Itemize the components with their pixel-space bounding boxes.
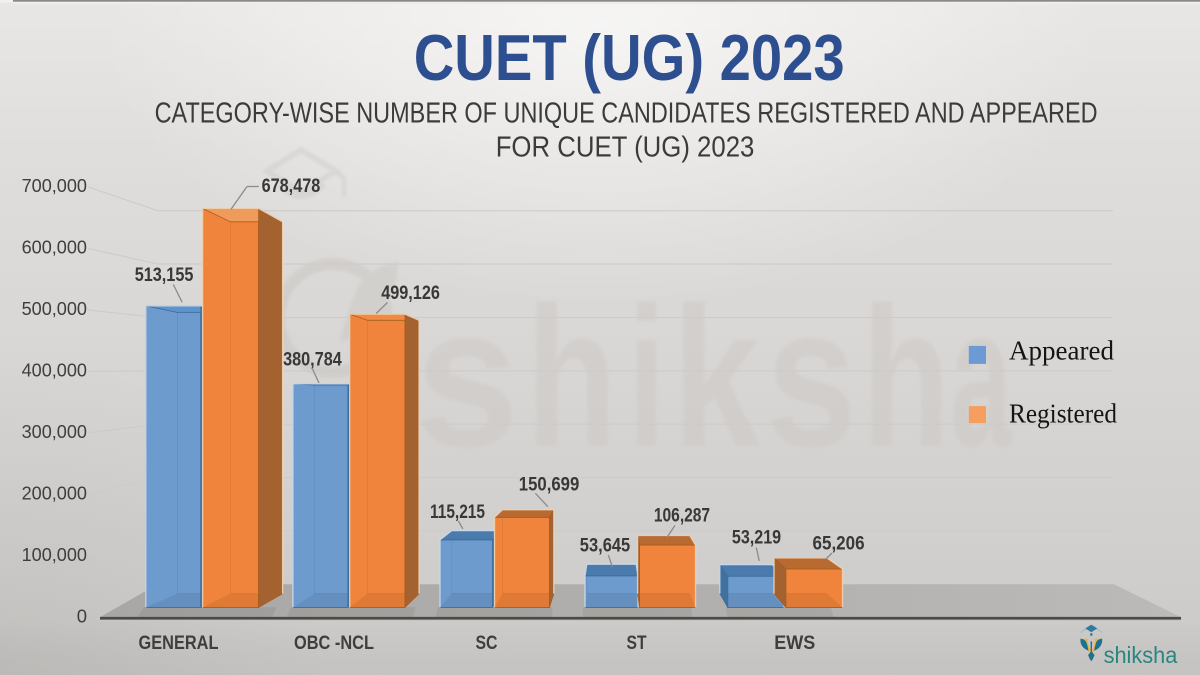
svg-text:CUET (UG) 2023: CUET (UG) 2023 bbox=[414, 21, 845, 94]
svg-text:100,000: 100,000 bbox=[22, 544, 87, 565]
svg-text:a: a bbox=[950, 266, 1013, 489]
svg-text:FOR CUET (UG) 2023: FOR CUET (UG) 2023 bbox=[496, 132, 755, 164]
svg-text:s: s bbox=[415, 266, 519, 489]
svg-text:300,000: 300,000 bbox=[22, 421, 87, 442]
svg-text:53,645: 53,645 bbox=[580, 535, 631, 557]
svg-text:600,000: 600,000 bbox=[22, 236, 87, 257]
svg-text:53,219: 53,219 bbox=[732, 527, 781, 549]
svg-text:678,478: 678,478 bbox=[262, 175, 321, 197]
svg-text:200,000: 200,000 bbox=[22, 482, 87, 503]
svg-text:k: k bbox=[672, 266, 761, 489]
svg-text:499,126: 499,126 bbox=[381, 282, 440, 304]
svg-text:h: h bbox=[862, 266, 950, 489]
svg-text:380,784: 380,784 bbox=[283, 349, 342, 371]
svg-text:SC: SC bbox=[476, 633, 498, 654]
svg-text:GENERAL: GENERAL bbox=[139, 633, 219, 654]
svg-text:EWS: EWS bbox=[774, 633, 815, 654]
svg-text:ST: ST bbox=[627, 633, 647, 654]
svg-text:s: s bbox=[766, 266, 857, 489]
svg-text:65,206: 65,206 bbox=[813, 533, 865, 555]
svg-text:500,000: 500,000 bbox=[22, 298, 87, 319]
svg-text:0: 0 bbox=[77, 605, 87, 626]
svg-text:513,155: 513,155 bbox=[135, 264, 194, 286]
svg-text:150,699: 150,699 bbox=[519, 474, 580, 496]
svg-text:700,000: 700,000 bbox=[22, 175, 87, 196]
svg-text:Registered: Registered bbox=[1009, 399, 1117, 429]
svg-text:106,287: 106,287 bbox=[654, 505, 710, 527]
svg-text:CATEGORY-WISE NUMBER OF UNIQU: CATEGORY-WISE NUMBER OF UNIQUE CANDIDATE… bbox=[155, 98, 1098, 130]
svg-text:shiksha: shiksha bbox=[1104, 642, 1178, 668]
svg-text:115,215: 115,215 bbox=[430, 501, 485, 523]
svg-text:400,000: 400,000 bbox=[22, 359, 87, 380]
svg-text:h: h bbox=[526, 266, 617, 489]
svg-text:OBC -NCL: OBC -NCL bbox=[294, 633, 374, 654]
svg-text:i: i bbox=[627, 266, 666, 489]
svg-text:Appeared: Appeared bbox=[1009, 336, 1114, 366]
